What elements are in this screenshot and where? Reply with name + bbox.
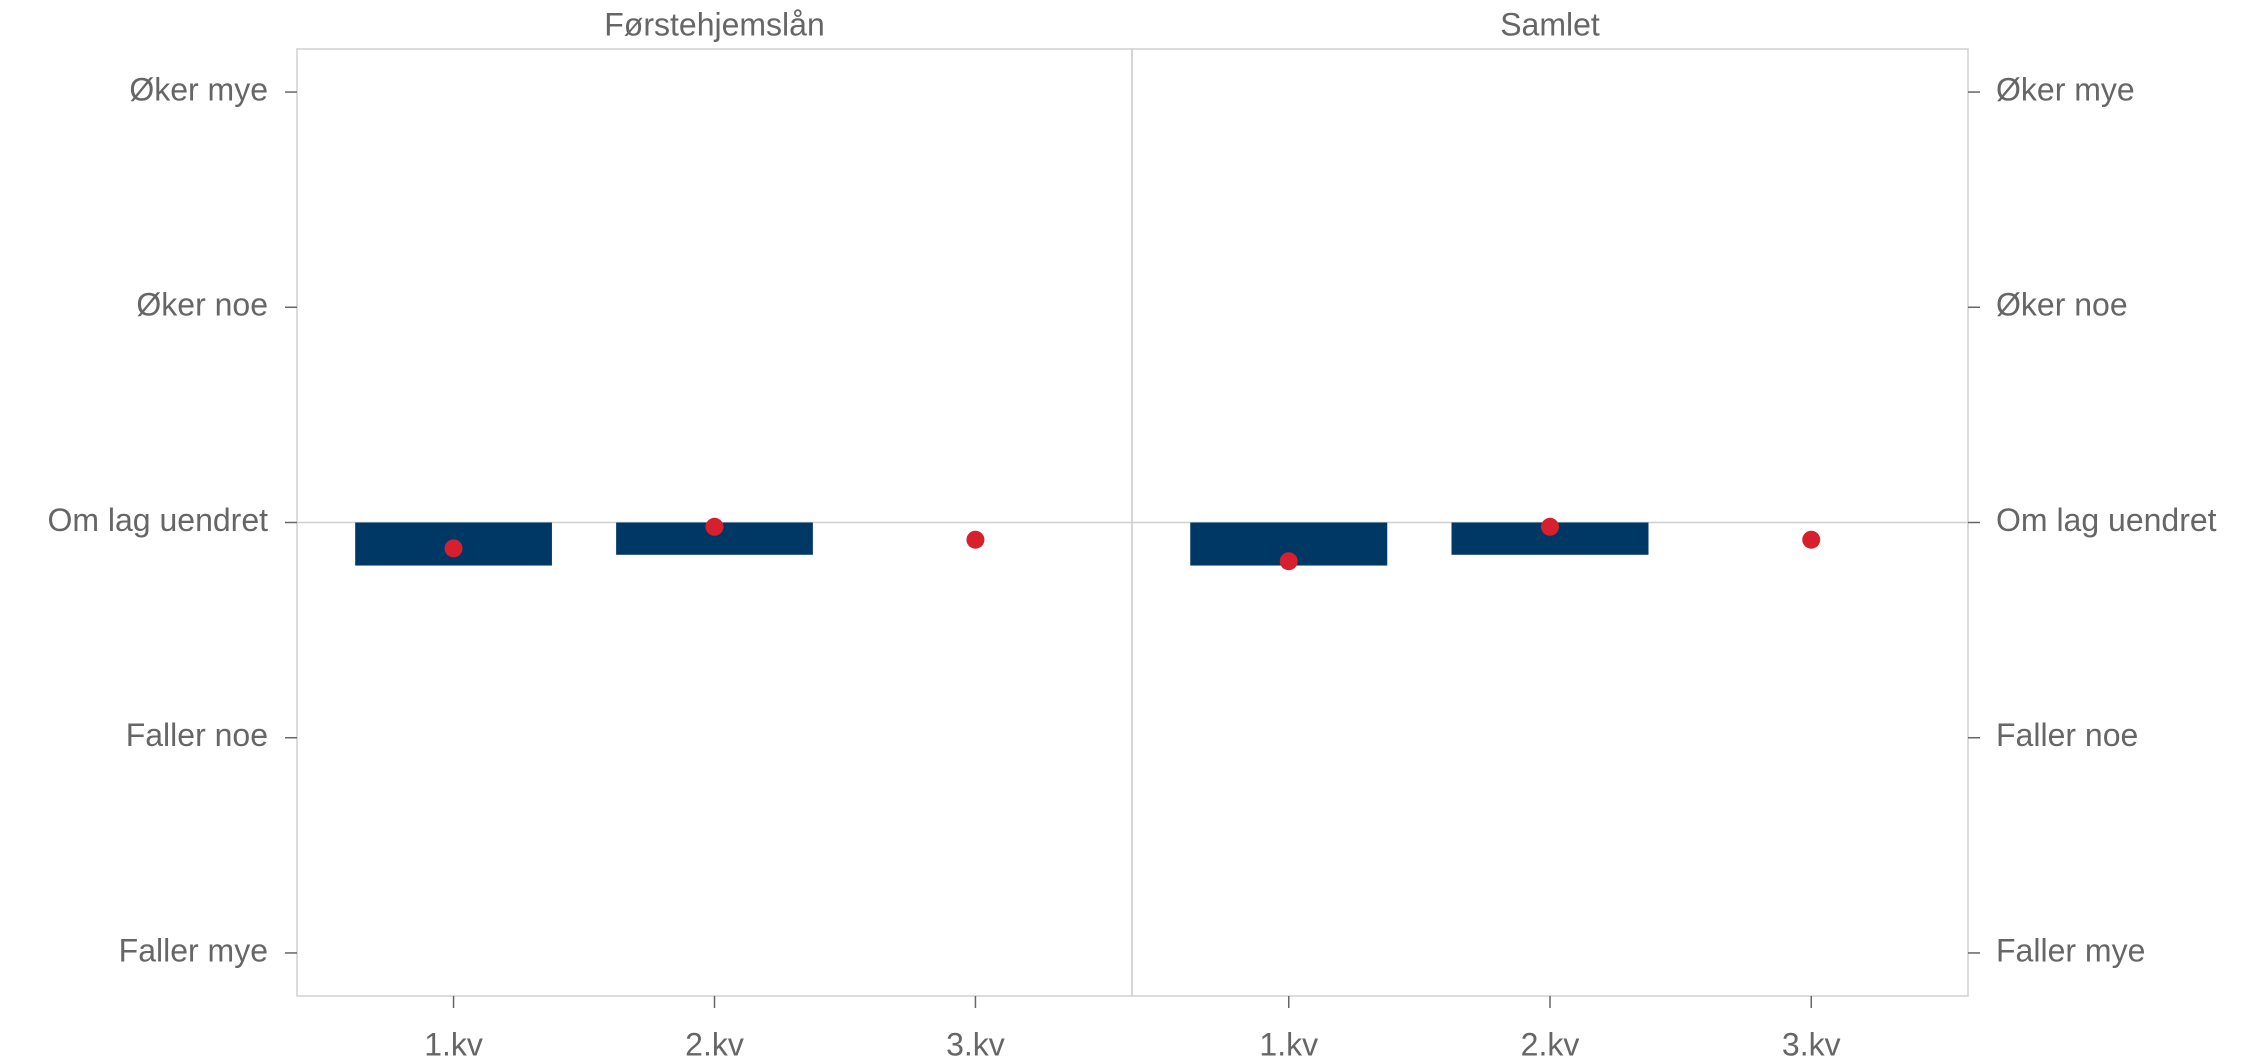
- panel-title: Samlet: [1500, 6, 1600, 42]
- y-tick-label: Faller mye: [119, 932, 268, 968]
- dot: [705, 517, 724, 536]
- x-tick-label: 2.kv: [685, 1026, 744, 1062]
- dot: [966, 530, 985, 549]
- x-tick-label: 3.kv: [1782, 1026, 1841, 1062]
- dot: [1802, 530, 1821, 549]
- dot: [1541, 517, 1559, 536]
- y-tick-label: Øker mye: [129, 71, 268, 107]
- y-tick-label: Øker noe: [1996, 287, 2128, 323]
- y-tick-label: Faller noe: [126, 717, 268, 753]
- x-tick-label: 2.kv: [1521, 1026, 1580, 1062]
- panel-title: Førstehjemslån: [604, 6, 825, 42]
- dot: [444, 539, 463, 558]
- x-tick-label: 1.kv: [424, 1026, 483, 1062]
- x-tick-label: 1.kv: [1259, 1026, 1318, 1062]
- y-tick-label: Om lag uendret: [1996, 502, 2217, 538]
- y-tick-label: Om lag uendret: [47, 502, 268, 538]
- dot: [1279, 552, 1298, 571]
- y-tick-label: Øker mye: [1996, 71, 2135, 107]
- x-tick-label: 3.kv: [946, 1026, 1005, 1062]
- y-tick-label: Øker noe: [136, 287, 268, 323]
- y-tick-label: Faller noe: [1996, 717, 2138, 753]
- y-tick-label: Faller mye: [1996, 932, 2145, 968]
